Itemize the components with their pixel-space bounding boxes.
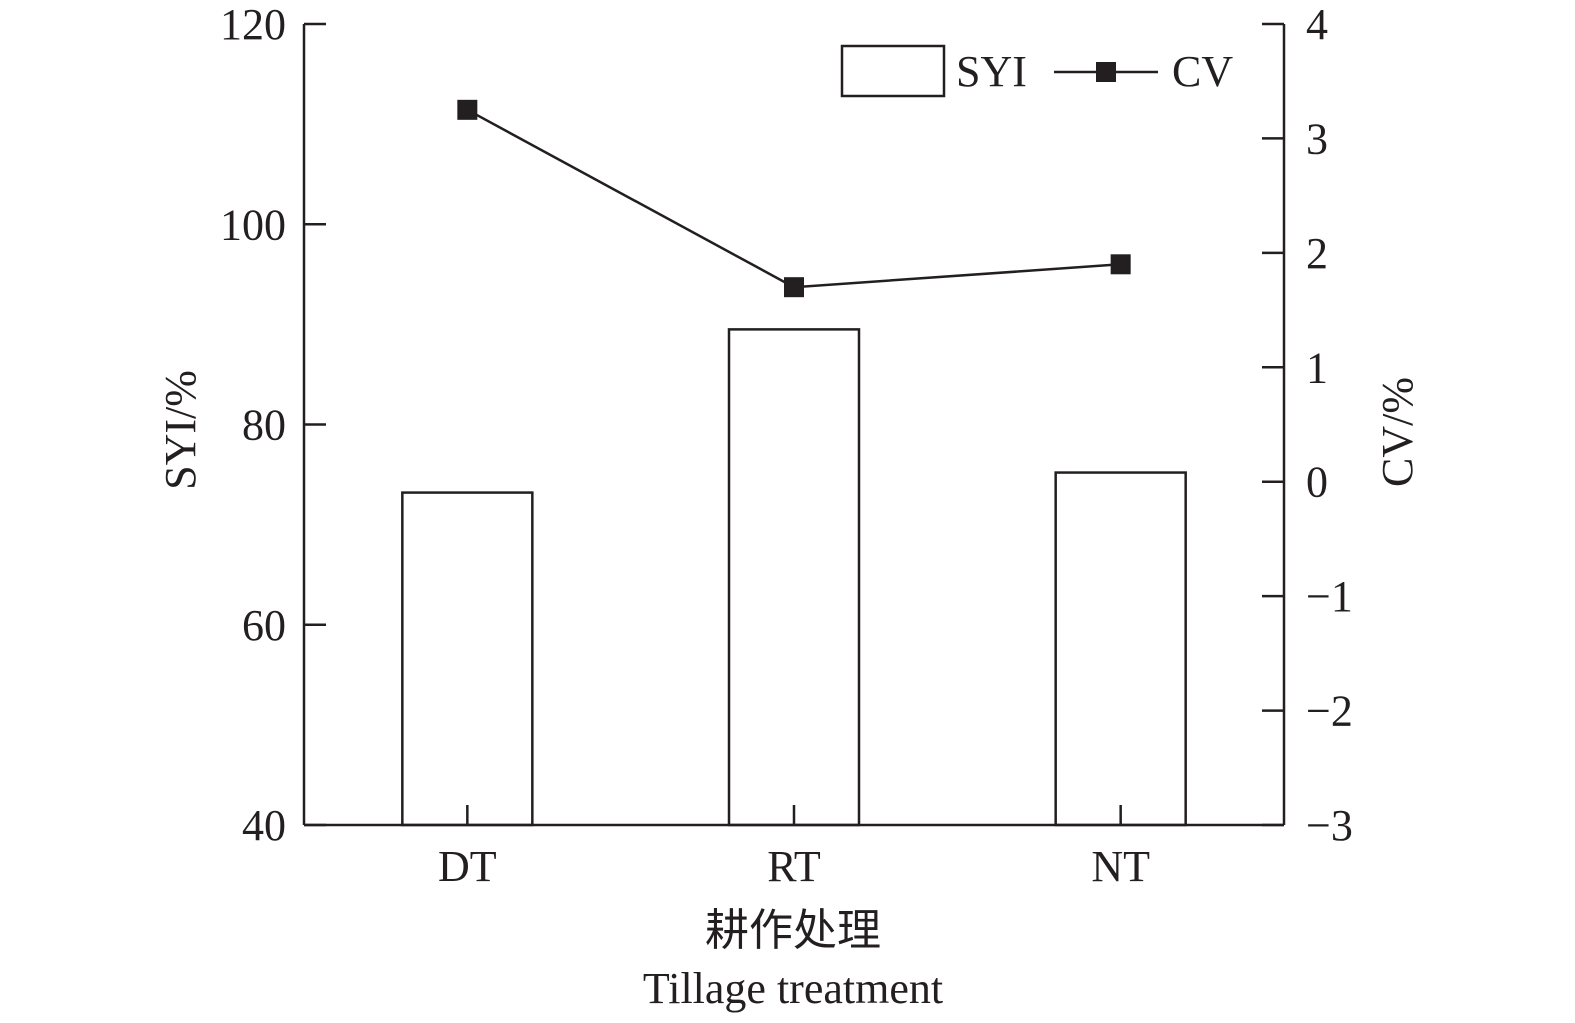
x-tick-label: RT <box>767 842 821 891</box>
cv-point <box>784 277 804 298</box>
y2-tick-label: −1 <box>1306 572 1353 621</box>
y-tick-label: 120 <box>220 0 286 49</box>
y2-tick-label: −3 <box>1306 801 1353 850</box>
y-axis-title: SYI/% <box>156 370 205 490</box>
y2-tick-label: 1 <box>1306 343 1328 392</box>
y2-tick-label: 0 <box>1306 458 1328 507</box>
legend-cv-marker <box>1096 62 1116 82</box>
legend-syi-label: SYI <box>956 47 1027 96</box>
y2-tick-label: 4 <box>1306 0 1328 49</box>
syi-bar <box>727 328 861 827</box>
cv-point <box>457 99 478 120</box>
syi-bar <box>401 491 534 827</box>
x-axis-title: 耕作处理 <box>705 906 881 955</box>
y2-tick-label: −2 <box>1306 687 1353 736</box>
axes-layer: 40 60 80 100 120 −3 −2 −1 0 1 2 3 4 DT RT NT <box>220 0 1353 891</box>
cv-point <box>1110 254 1131 275</box>
x-axis-title-en: Tillage treatment <box>643 964 943 1013</box>
cv-line <box>466 108 1121 289</box>
x-tick-label: DT <box>438 842 497 891</box>
cv-series-layer <box>457 99 1131 298</box>
y2-axis-title: CV/% <box>1373 377 1422 487</box>
bars-layer <box>401 328 1187 827</box>
y2-tick-label: 3 <box>1306 114 1328 163</box>
y-tick-label: 100 <box>220 200 286 249</box>
legend: SYI CV <box>840 44 1233 98</box>
legend-syi-swatch <box>840 44 946 98</box>
y2-tick-label: 2 <box>1306 229 1328 278</box>
y-tick-label: 40 <box>242 801 286 850</box>
legend-cv-label: CV <box>1172 47 1233 96</box>
x-tick-label: NT <box>1091 842 1150 891</box>
syi-bar <box>1054 471 1187 827</box>
y-tick-label: 80 <box>242 401 286 450</box>
y-tick-label: 60 <box>242 601 286 650</box>
